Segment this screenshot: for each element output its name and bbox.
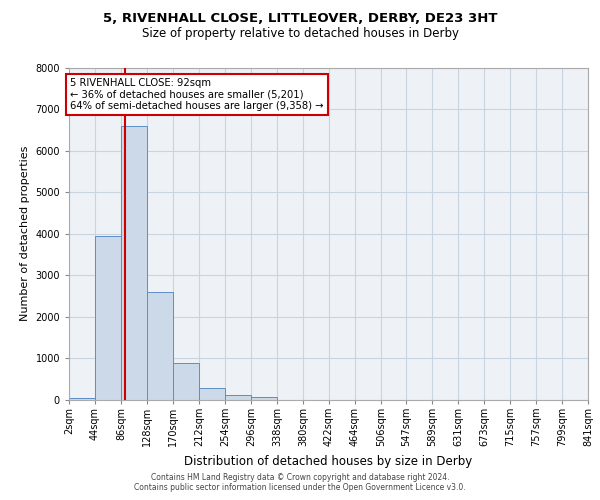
Text: Size of property relative to detached houses in Derby: Size of property relative to detached ho… — [142, 28, 458, 40]
Bar — [95, 236, 121, 400]
Bar — [225, 394, 251, 400]
Text: 5, RIVENHALL CLOSE, LITTLEOVER, DERBY, DE23 3HT: 5, RIVENHALL CLOSE, LITTLEOVER, DERBY, D… — [103, 12, 497, 26]
Bar — [251, 396, 277, 400]
Bar — [173, 362, 199, 400]
Bar — [199, 388, 225, 400]
Bar — [121, 126, 147, 400]
Text: 5 RIVENHALL CLOSE: 92sqm
← 36% of detached houses are smaller (5,201)
64% of sem: 5 RIVENHALL CLOSE: 92sqm ← 36% of detach… — [70, 78, 324, 111]
X-axis label: Distribution of detached houses by size in Derby: Distribution of detached houses by size … — [184, 455, 473, 468]
Bar — [147, 292, 173, 400]
Text: Contains HM Land Registry data © Crown copyright and database right 2024.
Contai: Contains HM Land Registry data © Crown c… — [134, 473, 466, 492]
Y-axis label: Number of detached properties: Number of detached properties — [20, 146, 30, 322]
Bar — [69, 398, 95, 400]
